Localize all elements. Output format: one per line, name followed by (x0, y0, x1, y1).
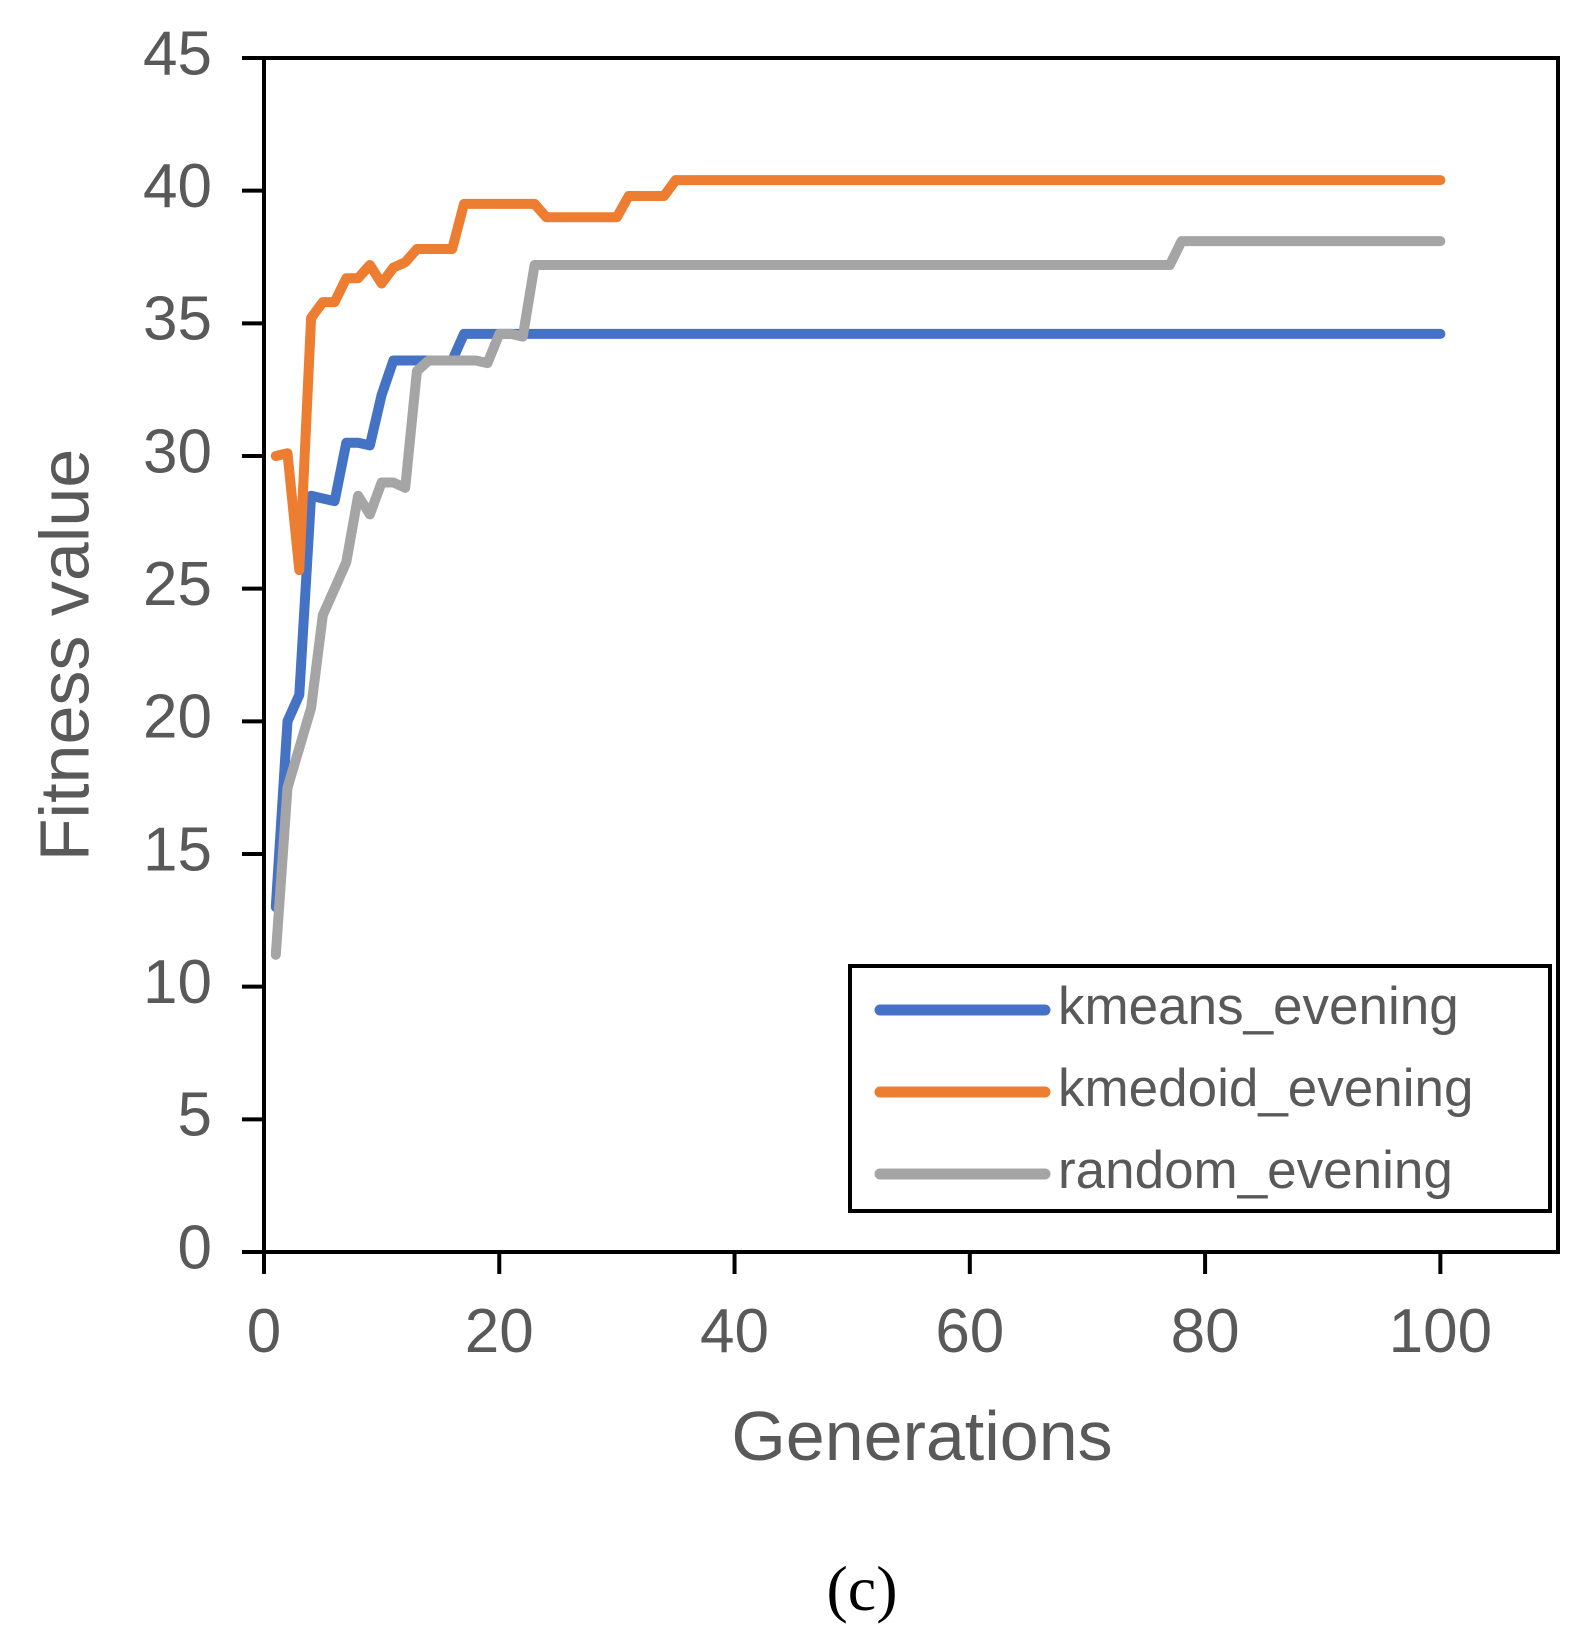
y-tick-label: 5 (178, 1081, 212, 1150)
x-tick-label: 40 (700, 1297, 769, 1366)
y-tick-label: 45 (143, 19, 212, 88)
y-tick-label: 30 (143, 417, 212, 486)
x-axis-ticks: 0 20 40 60 80 100 (247, 1252, 1492, 1366)
plot-area-frame (262, 56, 1560, 1254)
figure-caption: (c) (826, 1553, 897, 1624)
x-tick-label: 0 (247, 1297, 281, 1366)
y-tick-label: 10 (143, 948, 212, 1017)
legend-entries: kmeans_evening kmedoid_evening random_even… (874, 977, 1473, 1200)
y-tick-label: 15 (143, 815, 212, 884)
x-tick-label: 80 (1171, 1297, 1240, 1366)
x-axis-title: Generations (731, 1397, 1112, 1475)
legend: kmeans_evening kmedoid_evening random_even… (848, 964, 1552, 1213)
y-axis-ticks: 0 5 10 15 20 25 30 35 40 45 (143, 19, 264, 1282)
x-tick-label: 60 (935, 1297, 1004, 1366)
y-tick-label: 20 (143, 683, 212, 752)
y-tick-label: 40 (143, 152, 212, 221)
legend-label: kmedoid_evening (1058, 1059, 1473, 1118)
legend-label: random_evening (1058, 1141, 1453, 1200)
y-tick-label: 25 (143, 550, 212, 619)
series-line-random_evening (270, 236, 1446, 960)
legend-label: kmeans_evening (1058, 977, 1459, 1036)
y-axis-title: Fitness value (25, 449, 103, 861)
y-tick-label: 35 (143, 285, 212, 354)
series-lines (270, 175, 1446, 960)
x-tick-label: 20 (465, 1297, 534, 1366)
series-line-kmeans_evening (270, 328, 1446, 913)
series-line-kmedoid_evening (270, 175, 1446, 576)
x-tick-label: 100 (1389, 1297, 1492, 1366)
gridlines-and-axes (262, 56, 1560, 1254)
y-tick-label: 0 (178, 1213, 212, 1282)
